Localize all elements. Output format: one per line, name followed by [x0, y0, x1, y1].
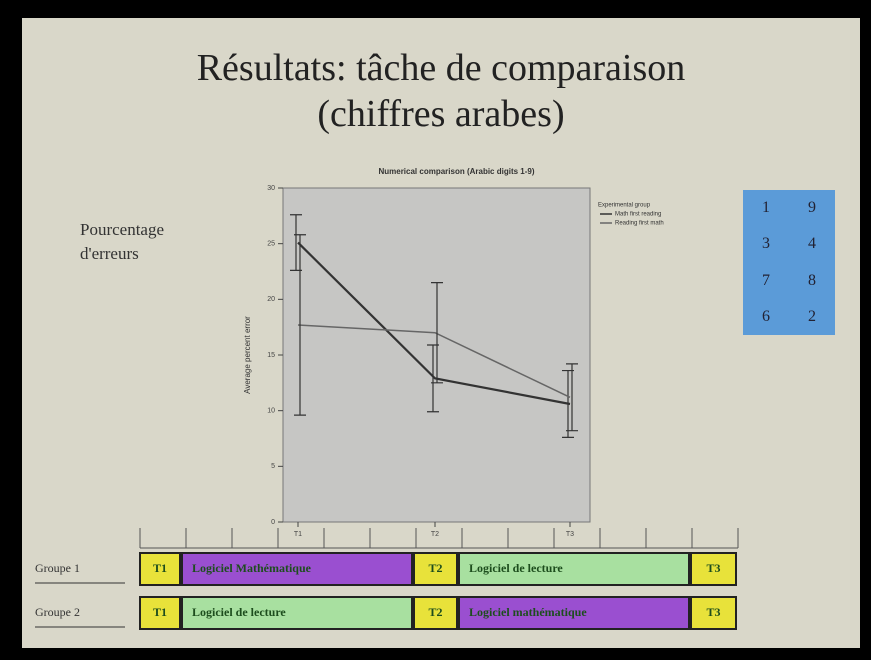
group-cell-text: Logiciel Mathématique	[192, 561, 312, 575]
group-cell-text: Logiciel mathématique	[469, 605, 587, 619]
y-tick-label: 5	[271, 463, 275, 470]
group-cell-text: T1	[153, 561, 167, 575]
group-cell-text: Logiciel de lecture	[469, 561, 563, 575]
group-label: Groupe 1	[35, 561, 80, 575]
group-cell	[139, 596, 181, 630]
slide-title: Résultats: tâche de comparaison	[196, 47, 686, 89]
error-bar	[566, 363, 578, 432]
legend-title: Experimental group	[598, 203, 651, 209]
series-line	[297, 241, 571, 406]
group-cell-text: T3	[706, 561, 720, 575]
group-cell	[139, 552, 181, 586]
x-tick-label: T2	[431, 531, 439, 538]
group-cell	[690, 552, 737, 586]
group-cell-text: T1	[153, 605, 167, 619]
digit: 9	[808, 199, 816, 217]
y-tick-label: 25	[267, 241, 275, 248]
digit: 4	[808, 235, 816, 253]
group-cell	[413, 596, 458, 630]
group-cell-text: T3	[706, 605, 720, 619]
group-cell	[413, 552, 458, 586]
digit: 3	[762, 235, 770, 253]
series-line	[297, 324, 571, 398]
side-label: Pourcentage d'erreurs	[80, 220, 165, 263]
y-tick-label: 0	[271, 519, 275, 526]
y-tick-label: 10	[267, 408, 275, 415]
digit: 7	[762, 271, 770, 289]
slide: Résultats: tâche de comparaison (chiffre…	[22, 18, 860, 648]
legend-label: Reading first math	[615, 221, 664, 227]
group-cell-text: Logiciel de lecture	[192, 605, 286, 619]
group-cell	[181, 596, 413, 630]
group-cell	[690, 596, 737, 630]
y-tick-label: 20	[267, 296, 275, 303]
group-cell	[458, 552, 690, 586]
group-cell	[181, 552, 413, 586]
y-axis-label: Average percent error	[243, 316, 252, 394]
group-cell-text: T2	[428, 561, 442, 575]
x-tick-label: T1	[294, 531, 302, 538]
group-cell	[458, 596, 690, 630]
slide-subtitle: (chiffres arabes)	[317, 93, 565, 135]
x-tick-label: T3	[566, 531, 574, 538]
digit: 6	[762, 307, 770, 325]
digit: 1	[762, 199, 770, 217]
y-tick-label: 15	[267, 352, 275, 359]
error-bar	[294, 234, 306, 416]
group-label: Groupe 2	[35, 605, 80, 619]
chart-title: Numerical comparison (Arabic digits 1-9)	[378, 167, 534, 176]
digit: 8	[808, 271, 816, 289]
y-tick-label: 30	[267, 185, 275, 192]
digit-grid: 1 9 3 4 7 8 6 2	[743, 190, 835, 335]
group-cell-text: T2	[428, 605, 442, 619]
legend-label: Math first reading	[615, 212, 661, 218]
error-bar	[431, 282, 443, 384]
digit: 2	[808, 307, 816, 325]
